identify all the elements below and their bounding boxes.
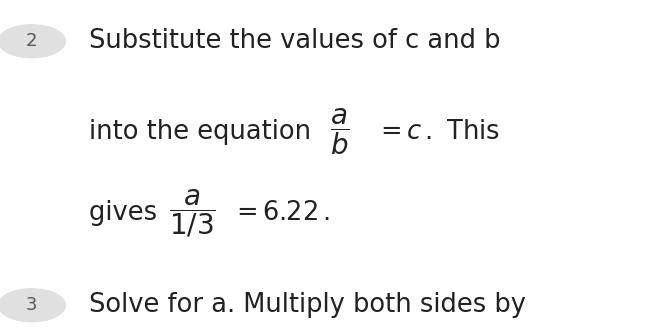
Text: $= c\,$$.$ This: $= c\,$$.$ This — [375, 119, 500, 145]
Text: into the equation: into the equation — [89, 119, 319, 145]
Text: 2: 2 — [26, 32, 38, 50]
Circle shape — [0, 288, 66, 322]
Text: $= 6.22\,.$: $= 6.22\,.$ — [231, 200, 330, 226]
Text: $\dfrac{a}{1/3}$: $\dfrac{a}{1/3}$ — [169, 187, 215, 239]
Text: Solve for a. Multiply both sides by: Solve for a. Multiply both sides by — [89, 292, 526, 318]
Text: Substitute the values of c and b: Substitute the values of c and b — [89, 28, 501, 54]
Text: 3: 3 — [26, 296, 38, 314]
Circle shape — [0, 24, 66, 58]
Text: $\dfrac{a}{b}$: $\dfrac{a}{b}$ — [330, 107, 350, 157]
Text: gives: gives — [89, 200, 165, 226]
